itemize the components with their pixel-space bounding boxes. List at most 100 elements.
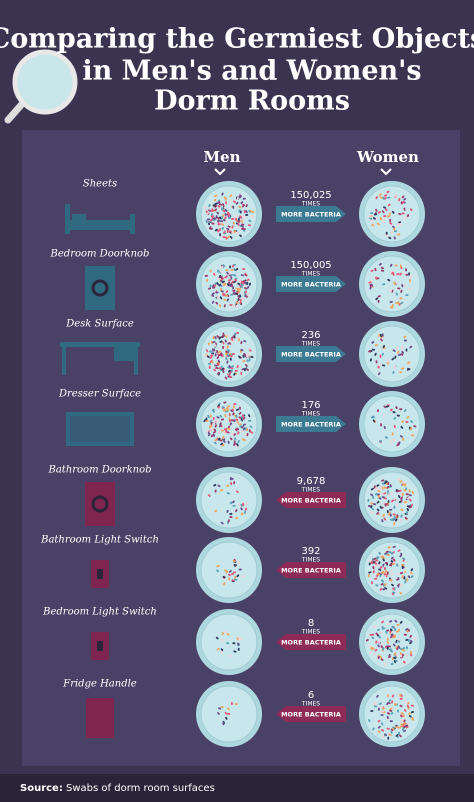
germ bbox=[221, 444, 225, 447]
germ bbox=[236, 231, 239, 235]
germ bbox=[240, 418, 244, 422]
germ bbox=[382, 587, 386, 591]
icon-part bbox=[62, 347, 66, 375]
germ bbox=[381, 729, 385, 732]
germ bbox=[370, 709, 374, 713]
germ bbox=[372, 566, 375, 570]
germ bbox=[383, 194, 388, 197]
germ bbox=[226, 345, 229, 349]
germ bbox=[396, 489, 400, 493]
germ bbox=[370, 502, 374, 505]
germ bbox=[391, 271, 394, 275]
germ bbox=[369, 284, 372, 288]
germ bbox=[239, 234, 242, 238]
germ bbox=[380, 338, 383, 342]
germ bbox=[241, 223, 245, 226]
germ bbox=[388, 511, 391, 515]
germ bbox=[400, 301, 404, 305]
germ bbox=[390, 491, 393, 495]
germ bbox=[407, 361, 411, 364]
germ bbox=[213, 198, 217, 202]
germ bbox=[246, 286, 250, 289]
germ bbox=[230, 701, 233, 706]
germ bbox=[406, 415, 410, 419]
germ bbox=[401, 212, 405, 215]
germ bbox=[216, 356, 220, 360]
germ bbox=[219, 216, 222, 220]
germ bbox=[239, 406, 241, 410]
germ bbox=[401, 200, 405, 204]
germ bbox=[227, 348, 230, 352]
germ bbox=[372, 503, 377, 506]
germ bbox=[370, 581, 373, 585]
germ bbox=[217, 359, 221, 363]
germ bbox=[378, 638, 381, 642]
germ bbox=[231, 432, 235, 435]
germ bbox=[240, 274, 244, 277]
germ bbox=[392, 438, 396, 442]
germ bbox=[397, 646, 401, 649]
germ bbox=[224, 213, 227, 217]
germ bbox=[389, 222, 393, 225]
germ bbox=[377, 719, 381, 723]
petri-dish bbox=[359, 609, 425, 675]
germ bbox=[406, 214, 410, 218]
germ bbox=[227, 427, 231, 431]
germ bbox=[399, 584, 403, 587]
germ bbox=[402, 649, 406, 652]
germ bbox=[404, 580, 407, 584]
germ bbox=[228, 654, 232, 658]
germ bbox=[374, 562, 378, 565]
germ bbox=[376, 628, 381, 631]
germ bbox=[238, 287, 242, 291]
germ bbox=[393, 505, 396, 509]
germ bbox=[390, 560, 394, 563]
germ bbox=[239, 294, 242, 298]
germ bbox=[215, 420, 219, 424]
germ bbox=[386, 190, 390, 194]
germ bbox=[378, 568, 382, 571]
germ bbox=[229, 477, 232, 481]
germ bbox=[405, 725, 409, 729]
germ bbox=[228, 283, 232, 287]
germ bbox=[401, 437, 405, 441]
germ bbox=[371, 633, 375, 636]
germ bbox=[399, 620, 403, 624]
germ bbox=[385, 630, 388, 634]
germ bbox=[401, 720, 404, 724]
germ bbox=[213, 441, 217, 445]
germ bbox=[387, 203, 391, 207]
germ bbox=[223, 304, 226, 308]
germ bbox=[248, 347, 252, 350]
germ bbox=[376, 564, 380, 567]
germ bbox=[233, 481, 236, 485]
germ bbox=[230, 274, 234, 277]
germ bbox=[239, 286, 243, 288]
germ bbox=[224, 197, 227, 201]
germ bbox=[411, 491, 415, 494]
germ bbox=[246, 355, 249, 358]
germ bbox=[386, 359, 390, 362]
arrow bbox=[276, 346, 346, 362]
germ bbox=[205, 417, 208, 421]
germ bbox=[210, 212, 214, 216]
germ bbox=[370, 283, 374, 287]
germ bbox=[206, 218, 210, 221]
germ bbox=[389, 218, 392, 223]
germ bbox=[215, 367, 219, 370]
germ bbox=[207, 342, 210, 346]
germ bbox=[389, 508, 393, 511]
germ bbox=[231, 408, 235, 412]
germ bbox=[207, 222, 210, 226]
germ bbox=[389, 263, 393, 267]
germ bbox=[392, 643, 396, 647]
germ bbox=[236, 420, 240, 424]
germ bbox=[377, 640, 381, 644]
germ bbox=[207, 414, 210, 418]
germ bbox=[394, 365, 397, 369]
germ bbox=[378, 262, 382, 266]
germ bbox=[237, 282, 241, 286]
germ bbox=[408, 715, 412, 718]
germ bbox=[218, 353, 222, 357]
germ bbox=[374, 352, 377, 356]
